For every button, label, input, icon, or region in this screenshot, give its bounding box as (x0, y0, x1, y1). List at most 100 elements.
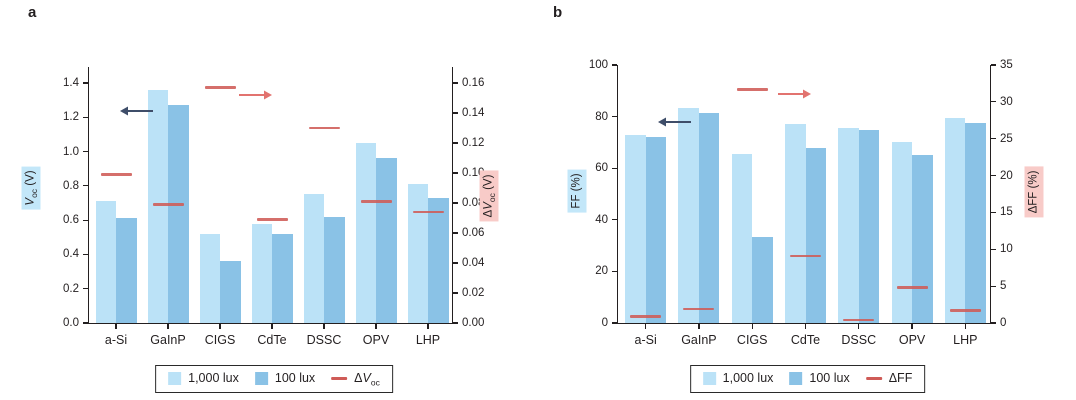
bar-1000lux-OPV (355, 143, 376, 323)
category-label: CIGS (736, 333, 768, 347)
left-axis-tick (83, 322, 88, 324)
right-axis-tick-label: 10 (1000, 243, 1013, 256)
category-label: GaInP (150, 333, 186, 347)
bar-100lux-DSSC (858, 129, 880, 323)
right-axis-tick (453, 232, 458, 234)
delta-marker-GaInP (683, 307, 715, 311)
left-axis-arrow-icon (658, 115, 692, 127)
left-axis-tick (83, 82, 88, 84)
category-tick (804, 324, 807, 330)
bar-1000lux-CdTe (785, 124, 806, 323)
left-axis-tick (83, 288, 88, 290)
right-axis-tick-label: 0.12 (462, 137, 485, 149)
category-label: a-Si (634, 333, 657, 347)
delta-marker-DSSC (843, 318, 875, 322)
category-tick (167, 324, 169, 330)
bar-1000lux-DSSC (838, 128, 859, 323)
legend-item-label: 1,000 lux (722, 371, 774, 385)
category-label: DSSC (841, 333, 877, 347)
category-label: a-Si (104, 333, 128, 347)
left-axis-tick-label: 0 (601, 317, 608, 329)
label-unit: (V) (24, 170, 37, 189)
delta-marker-a-Si (630, 315, 662, 318)
bar-100lux-a-Si (116, 218, 137, 323)
category-label: CIGS (204, 333, 236, 347)
right-axis-tick (453, 172, 458, 174)
legend-dash-icon (331, 377, 348, 380)
category-label: GaInP (681, 333, 717, 347)
left-axis-tick (83, 185, 88, 187)
legend-dash-icon (865, 377, 882, 380)
label-subscript: oc (486, 193, 497, 203)
category-tick (323, 324, 325, 330)
right-axis-tick-label: 0.06 (462, 227, 485, 239)
legend-item: 100 lux (254, 371, 315, 386)
right-axis (990, 65, 992, 323)
bar-1000lux-CdTe (251, 223, 272, 323)
label-text: FF (570, 194, 583, 209)
left-axis-tick (83, 150, 88, 153)
right-axis-arrow-icon (238, 88, 272, 100)
bar-1000lux-a-Si (95, 201, 116, 323)
legend-item-label: ΔFF (889, 371, 913, 386)
bar-100lux-DSSC (324, 216, 345, 323)
left-axis-tick-label: 80 (595, 110, 608, 123)
right-axis-tick (991, 138, 996, 140)
legend-item-label: 1,000 lux (188, 371, 239, 385)
label-subscript: oc (370, 377, 380, 388)
right-axis-tick-label: 15 (1000, 206, 1013, 219)
right-axis-tick-label: 0.10 (462, 167, 485, 179)
legend-item: 1,000 lux (702, 371, 774, 386)
left-axis-tick (612, 116, 617, 118)
right-axis-tick-label: 0.16 (462, 77, 485, 89)
category-tick (645, 324, 647, 330)
delta-marker-DSSC (308, 126, 340, 130)
label-text: Δ (482, 209, 495, 218)
bar-100lux-CIGS (220, 261, 241, 323)
delta-marker-a-Si (100, 173, 132, 176)
bar-1000lux-OPV (891, 142, 913, 323)
bar-1000lux-GaInP (147, 89, 168, 323)
right-axis-title: ΔFF (%) (1024, 166, 1044, 218)
delta-marker-OPV (360, 200, 392, 203)
right-axis-tick (991, 248, 996, 250)
bar-1000lux-CIGS (731, 154, 753, 323)
bar-100lux-CdTe (805, 147, 826, 323)
right-axis-tick-label: 35 (1000, 59, 1013, 71)
category-label: CdTe (257, 333, 287, 347)
left-axis-tick (612, 322, 617, 324)
bar-100lux-a-Si (645, 137, 667, 323)
bar-1000lux-GaInP (678, 107, 699, 323)
left-axis-tick (612, 64, 617, 66)
legend-swatch-icon (254, 372, 268, 385)
bottom-axis (617, 323, 992, 325)
label-unit: (%) (570, 173, 583, 195)
bar-100lux-CdTe (272, 233, 293, 323)
bar-1000lux-DSSC (303, 194, 324, 323)
bar-100lux-OPV (376, 158, 397, 323)
delta-marker-GaInP (152, 203, 184, 206)
left-axis-tick-label: 1.2 (63, 111, 79, 124)
legend-item: ΔVoc (331, 371, 380, 388)
left-axis-tick (612, 167, 617, 169)
delta-marker-CdTe (256, 218, 288, 221)
right-axis-tick (453, 82, 458, 84)
right-axis-tick (453, 202, 458, 204)
right-axis-tick-label: 0.14 (462, 107, 485, 119)
left-axis-tick-label: 1.0 (63, 145, 79, 158)
right-axis-tick (453, 262, 458, 264)
right-axis-tick (991, 322, 996, 324)
legend-swatch-icon (789, 372, 803, 385)
left-axis-arrow-icon (120, 104, 154, 116)
left-axis (88, 67, 90, 323)
right-axis-tick (453, 322, 458, 324)
category-tick (427, 324, 429, 330)
left-axis (617, 65, 619, 323)
label-text: ΔFF (1027, 191, 1040, 214)
right-axis-tick-label: 0.00 (462, 317, 485, 329)
legend-item: ΔFF (865, 371, 913, 386)
label-symbol: V (482, 202, 495, 210)
left-axis-tick (612, 270, 617, 272)
legend-item-label: ΔVoc (354, 371, 380, 388)
legend-item: 100 lux (789, 371, 850, 386)
